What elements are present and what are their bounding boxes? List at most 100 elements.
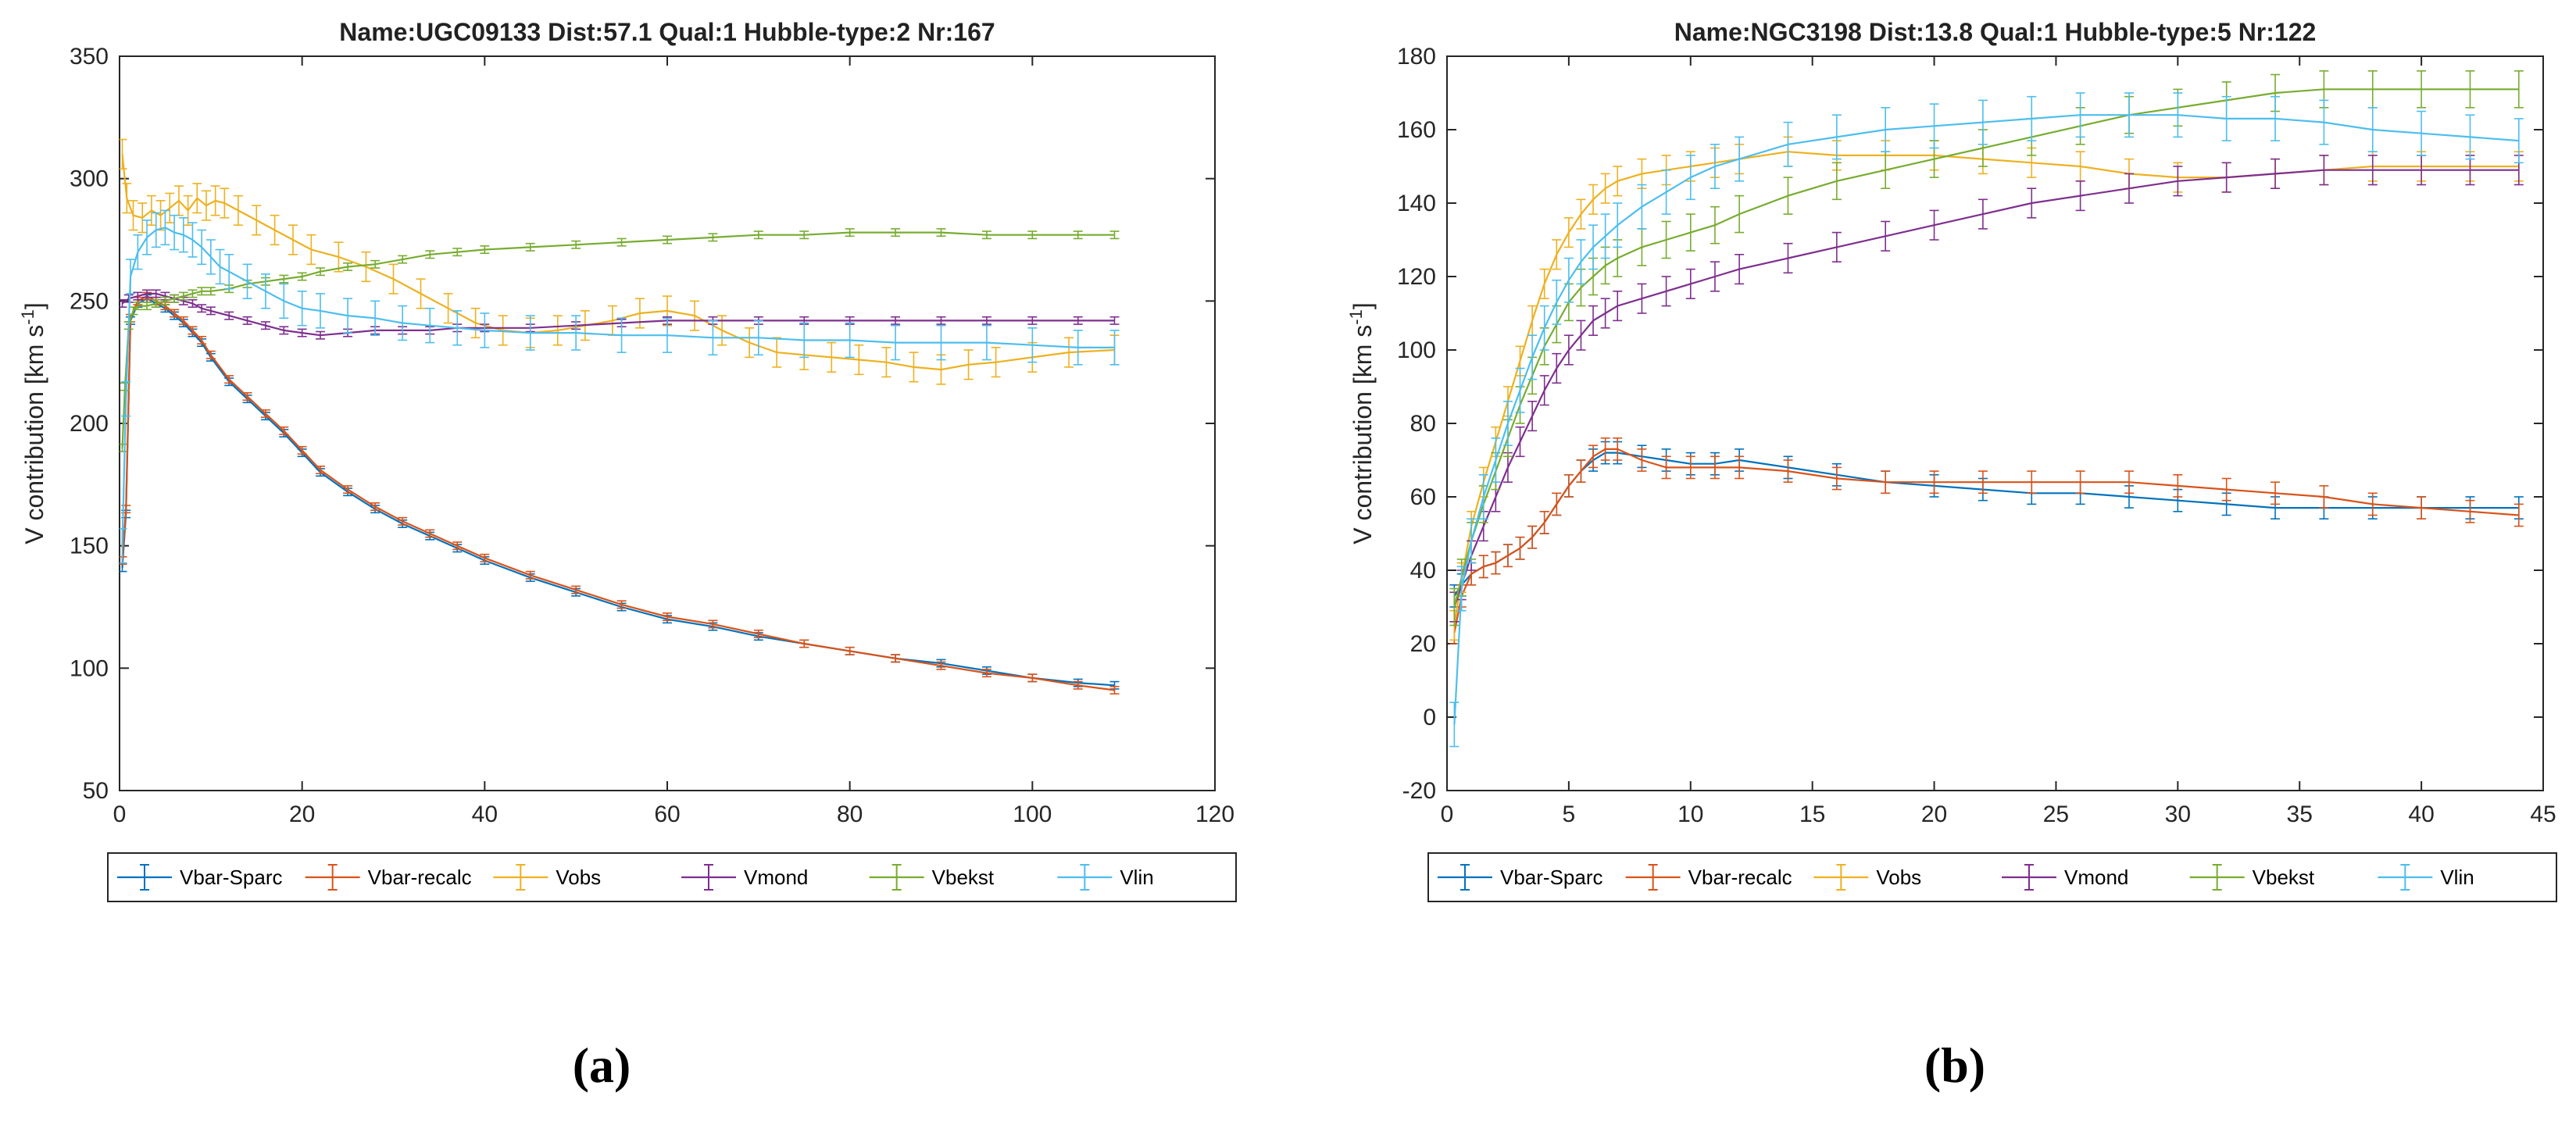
error-bar: [1527, 525, 1538, 549]
legend-label: Vbekst: [932, 866, 995, 889]
error-bar: [753, 629, 763, 638]
error-bar: [188, 298, 198, 308]
x-tick-label: 15: [1799, 801, 1825, 827]
error-bar: [1783, 177, 1793, 215]
error-bar: [178, 291, 188, 301]
error-bar: [690, 300, 700, 331]
error-bar: [1552, 492, 1562, 516]
error-bar: [634, 298, 645, 329]
error-bar: [1449, 702, 1459, 748]
error-bar: [128, 200, 138, 231]
error-bar: [891, 228, 901, 237]
error-bar: [297, 328, 307, 337]
error-bar: [981, 230, 991, 240]
error-bar: [279, 283, 289, 320]
legend-label: Vbar-Sparc: [1500, 866, 1603, 889]
error-bar: [1552, 279, 1562, 325]
error-bar: [452, 310, 463, 346]
error-bar: [142, 220, 152, 255]
y-tick-label: 100: [70, 655, 109, 681]
error-bar: [1491, 437, 1501, 484]
error-bar: [1478, 473, 1488, 520]
error-bar: [165, 192, 175, 223]
error-bar: [1637, 184, 1647, 230]
y-tick-label: 0: [1423, 705, 1436, 730]
error-bar: [1449, 587, 1459, 627]
error-bar: [224, 311, 234, 320]
error-bar: [1978, 470, 1988, 494]
error-bar: [220, 187, 230, 219]
legend-box: [1427, 852, 2557, 902]
plot-area: [1446, 55, 2544, 791]
x-tick-label: 10: [1677, 801, 1703, 827]
y-tick-label: -20: [1402, 778, 1436, 804]
error-bar: [2075, 470, 2085, 494]
error-bar: [151, 212, 161, 248]
legend: Vbar-Sparc Vbar-recalc Vobs Vmond Vbekst Vlin: [107, 852, 1237, 902]
error-bar: [2465, 499, 2475, 523]
error-bar: [616, 237, 627, 247]
error-bar: [1881, 220, 1891, 252]
chart-title: Name:NGC3198 Dist:13.8 Qual:1 Hubble-typ…: [1674, 18, 2317, 46]
error-bar: [316, 330, 326, 340]
y-axis-label-end: ]: [20, 302, 48, 309]
error-bar: [398, 305, 408, 341]
chart-panel-b: Name:NGC3198 Dist:13.8 Qual:1 Hubble-typ…: [1346, 18, 2557, 1093]
error-bar: [443, 293, 453, 324]
error-bar: [197, 335, 207, 345]
error-bar: [425, 307, 435, 344]
error-bar: [1491, 551, 1501, 575]
error-bar: [205, 239, 216, 275]
error-bar: [2319, 155, 2329, 186]
y-tick-label: 160: [1397, 117, 1436, 143]
error-bar: [1027, 673, 1038, 683]
error-bar: [2417, 70, 2427, 109]
error-bar: [1027, 230, 1038, 240]
error-bar: [2027, 187, 2037, 219]
error-bar: [571, 585, 581, 594]
error-bar: [192, 183, 202, 214]
legend-label: Vlin: [2440, 866, 2474, 889]
legend-label: Vmond: [2064, 866, 2128, 889]
error-bar: [1600, 173, 1610, 204]
error-bar: [616, 317, 627, 353]
error-bar: [425, 529, 435, 538]
error-bar: [151, 289, 161, 298]
error-bar: [1637, 448, 1647, 472]
y-axis-label-sup: -1: [18, 309, 38, 325]
error-bar: [2173, 166, 2183, 197]
error-bar: [1613, 166, 1623, 197]
error-bar: [1831, 114, 1842, 160]
series-line: [121, 295, 1115, 691]
y-tick-label: 50: [83, 778, 109, 804]
error-bar: [2027, 470, 2037, 494]
error-bar: [201, 190, 211, 221]
error-bar: [288, 224, 298, 255]
error-bar: [1710, 261, 1720, 292]
error-bar: [197, 304, 207, 313]
error-bar: [1563, 473, 1574, 498]
error-bar: [452, 248, 463, 257]
error-bar: [316, 293, 326, 329]
y-tick-label: 20: [1410, 631, 1436, 657]
error-bar: [1027, 327, 1038, 363]
error-bar: [981, 669, 991, 678]
x-tick-label: 120: [1195, 801, 1234, 827]
error-bar: [799, 322, 809, 359]
error-bar: [2417, 496, 2427, 520]
error-bar: [343, 485, 353, 494]
error-bar: [2027, 95, 2037, 141]
y-tick-label: 350: [70, 44, 109, 70]
error-bar: [991, 347, 1001, 378]
legend-label: Vbar-recalc: [368, 866, 472, 889]
error-bar: [663, 317, 672, 353]
error-bar: [1661, 169, 1671, 215]
y-tick-label: 60: [1410, 484, 1436, 510]
error-bar: [708, 619, 718, 629]
error-bar: [1710, 144, 1720, 189]
y-axis-label-main: V contribution [km s: [1349, 325, 1377, 544]
x-tick-label: 100: [1013, 801, 1052, 827]
error-bar: [881, 347, 891, 378]
y-tick-label: 250: [70, 288, 109, 314]
error-bar: [2465, 70, 2475, 109]
